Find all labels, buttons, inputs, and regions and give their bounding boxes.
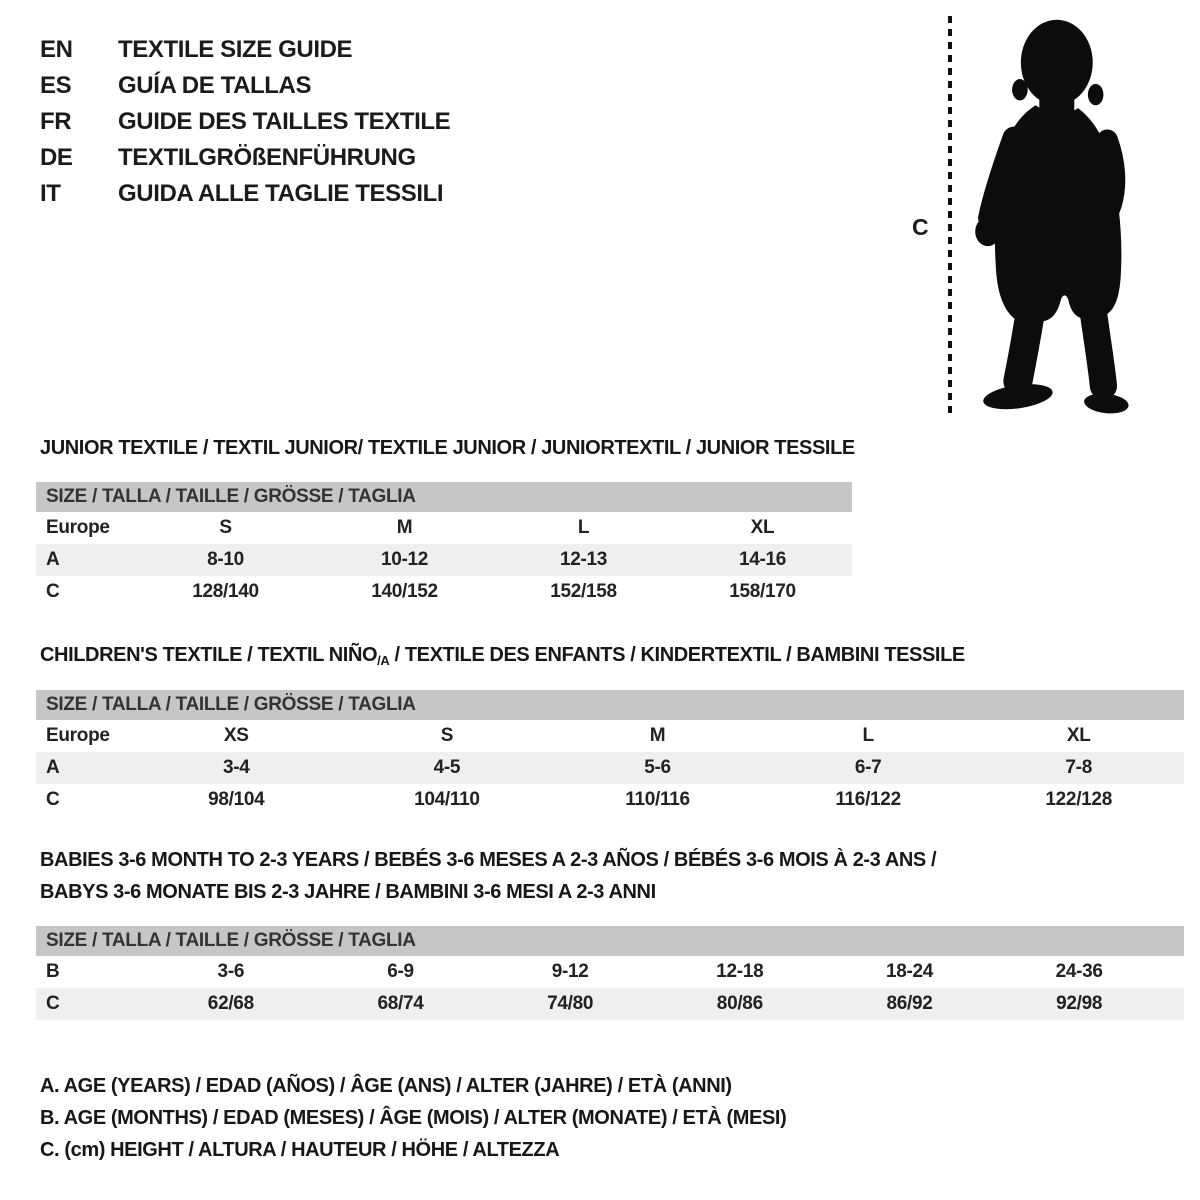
junior-row-height: C 128/140 140/152 152/158 158/170 [36,576,852,608]
babies-section-title: BABIES 3-6 MONTH TO 2-3 YEARS / BEBÉS 3-… [40,844,937,908]
junior-section-title: JUNIOR TEXTILE / TEXTIL JUNIOR/ TEXTILE … [40,437,855,459]
height-cell: 98/104 [208,789,265,810]
size-cell: XS [223,725,249,746]
age-cell: 10-12 [380,549,429,570]
guide-title-fr: GUIDE DES TAILLES TEXTILE [118,108,451,135]
row-label: A [46,757,60,778]
children-size-table: SIZE / TALLA / TAILLE / GRÖSSE / TAGLIA … [36,690,1184,816]
guide-title-es: GUÍA DE TALLAS [118,72,312,99]
children-row-europe: Europe XS S M L XL [36,720,1184,752]
babies-size-table: SIZE / TALLA / TAILLE / GRÖSSE / TAGLIA … [36,926,1184,1020]
height-dashed-line [948,16,952,416]
language-row-en: EN TEXTILE SIZE GUIDE [40,32,450,68]
language-code: ES [40,72,72,99]
height-cell: 80/86 [716,993,763,1014]
height-cell: 74/80 [547,993,594,1014]
row-label: B [46,961,60,982]
months-cell: 6-9 [387,961,414,982]
row-label: A [46,549,60,570]
size-cell: XL [750,517,775,538]
age-cell: 5-6 [644,757,671,778]
babies-title-line2: BABYS 3-6 MONATE BIS 2-3 JAHRE / BAMBINI… [40,881,656,903]
months-cell: 12-18 [716,961,764,982]
legend-line-c: C. (cm) HEIGHT / ALTURA / HAUTEUR / HÖHE… [40,1139,560,1161]
children-title-subscript: /A [377,653,390,668]
guide-title-de: TEXTILGRÖßENFÜHRUNG [118,144,416,171]
height-cell: 110/116 [625,789,690,810]
junior-size-header-bar: SIZE / TALLA / TAILLE / GRÖSSE / TAGLIA [36,482,852,512]
height-cell: 128/140 [192,581,259,602]
months-cell: 3-6 [217,961,245,982]
months-cell: 9-12 [551,961,589,982]
legend-line-b: B. AGE (MONTHS) / EDAD (MESES) / ÂGE (MO… [40,1107,787,1129]
height-cell: 92/98 [1056,993,1103,1014]
babies-row-months: B 3-6 6-9 9-12 12-18 18-24 24-36 [36,956,1184,988]
age-cell: 8-10 [207,549,244,570]
months-cell: 18-24 [885,961,934,982]
language-code: IT [40,180,61,207]
height-cell: 104/110 [414,789,480,810]
measure-legend: A. AGE (YEARS) / EDAD (AÑOS) / ÂGE (ANS)… [40,1070,787,1166]
language-code: EN [40,36,73,63]
age-cell: 4-5 [433,757,461,778]
months-cell: 24-36 [1055,961,1103,982]
language-code: FR [40,108,72,135]
children-title-after: / TEXTILE DES ENFANTS / KINDERTEXTIL / B… [389,644,966,666]
language-title-list: EN TEXTILE SIZE GUIDE ES GUÍA DE TALLAS … [40,32,451,212]
size-cell: L [577,517,590,538]
size-header-label: SIZE / TALLA / TAILLE / GRÖSSE / TAGLIA [46,930,416,951]
age-cell: 3-4 [223,757,250,778]
children-section-title: CHILDREN'S TEXTILE / TEXTIL NIÑO/A / TEX… [40,644,965,668]
children-row-age: A 3-4 4-5 5-6 6-7 7-8 [36,752,1184,784]
size-cell: XL [1066,725,1091,746]
age-cell: 14-16 [738,549,787,570]
babies-row-height: C 62/68 68/74 74/80 80/86 86/92 92/98 [36,988,1184,1020]
size-cell: L [862,725,874,746]
height-cell: 122/128 [1045,789,1112,810]
height-measure-label: C [912,214,929,240]
height-cell: 116/122 [835,789,901,810]
age-cell: 6-7 [854,757,882,778]
size-header-label: SIZE / TALLA / TAILLE / GRÖSSE / TAGLIA [46,486,416,507]
row-label: Europe [46,517,110,538]
baby-silhouette [975,19,1129,414]
row-label: C [46,581,60,602]
junior-row-age: A 8-10 10-12 12-13 14-16 [36,544,852,576]
size-cell: S [440,725,454,746]
language-row-it: IT GUIDA ALLE TAGLIE TESSILI [40,176,450,212]
size-cell: M [396,517,413,538]
junior-size-table: SIZE / TALLA / TAILLE / GRÖSSE / TAGLIA … [36,482,852,608]
height-cell: 152/158 [550,581,617,602]
language-row-es: ES GUÍA DE TALLAS [40,68,450,104]
babies-title-line1: BABIES 3-6 MONTH TO 2-3 YEARS / BEBÉS 3-… [40,849,937,871]
height-cell: 86/92 [886,993,933,1014]
size-cell: S [219,517,232,538]
age-cell: 12-13 [559,549,608,570]
size-header-label: SIZE / TALLA / TAILLE / GRÖSSE / TAGLIA [46,694,416,715]
guide-title-it: GUIDA ALLE TAGLIE TESSILI [118,180,444,207]
age-cell: 7-8 [1065,757,1092,778]
junior-row-europe: Europe S M L XL [36,512,852,544]
height-cell: 140/152 [371,581,438,602]
height-cell: 68/74 [377,993,424,1014]
row-label: C [46,993,60,1014]
height-cell: 158/170 [729,581,796,602]
children-title-before: CHILDREN'S TEXTILE / TEXTIL NIÑO [40,644,378,666]
children-row-height: C 98/104 104/110 110/116 116/122 122/128 [36,784,1184,816]
language-code: DE [40,144,73,171]
children-size-header-bar: SIZE / TALLA / TAILLE / GRÖSSE / TAGLIA [36,690,1184,720]
row-label: C [46,789,60,810]
babies-size-header-bar: SIZE / TALLA / TAILLE / GRÖSSE / TAGLIA [36,926,1184,956]
legend-line-a: A. AGE (YEARS) / EDAD (AÑOS) / ÂGE (ANS)… [40,1075,732,1097]
language-row-de: DE TEXTILGRÖßENFÜHRUNG [40,140,450,176]
height-cell: 62/68 [207,993,254,1014]
language-row-fr: FR GUIDE DES TAILLES TEXTILE [40,104,451,140]
row-label: Europe [46,725,110,746]
size-cell: M [649,725,666,746]
guide-title-en: TEXTILE SIZE GUIDE [118,36,353,63]
